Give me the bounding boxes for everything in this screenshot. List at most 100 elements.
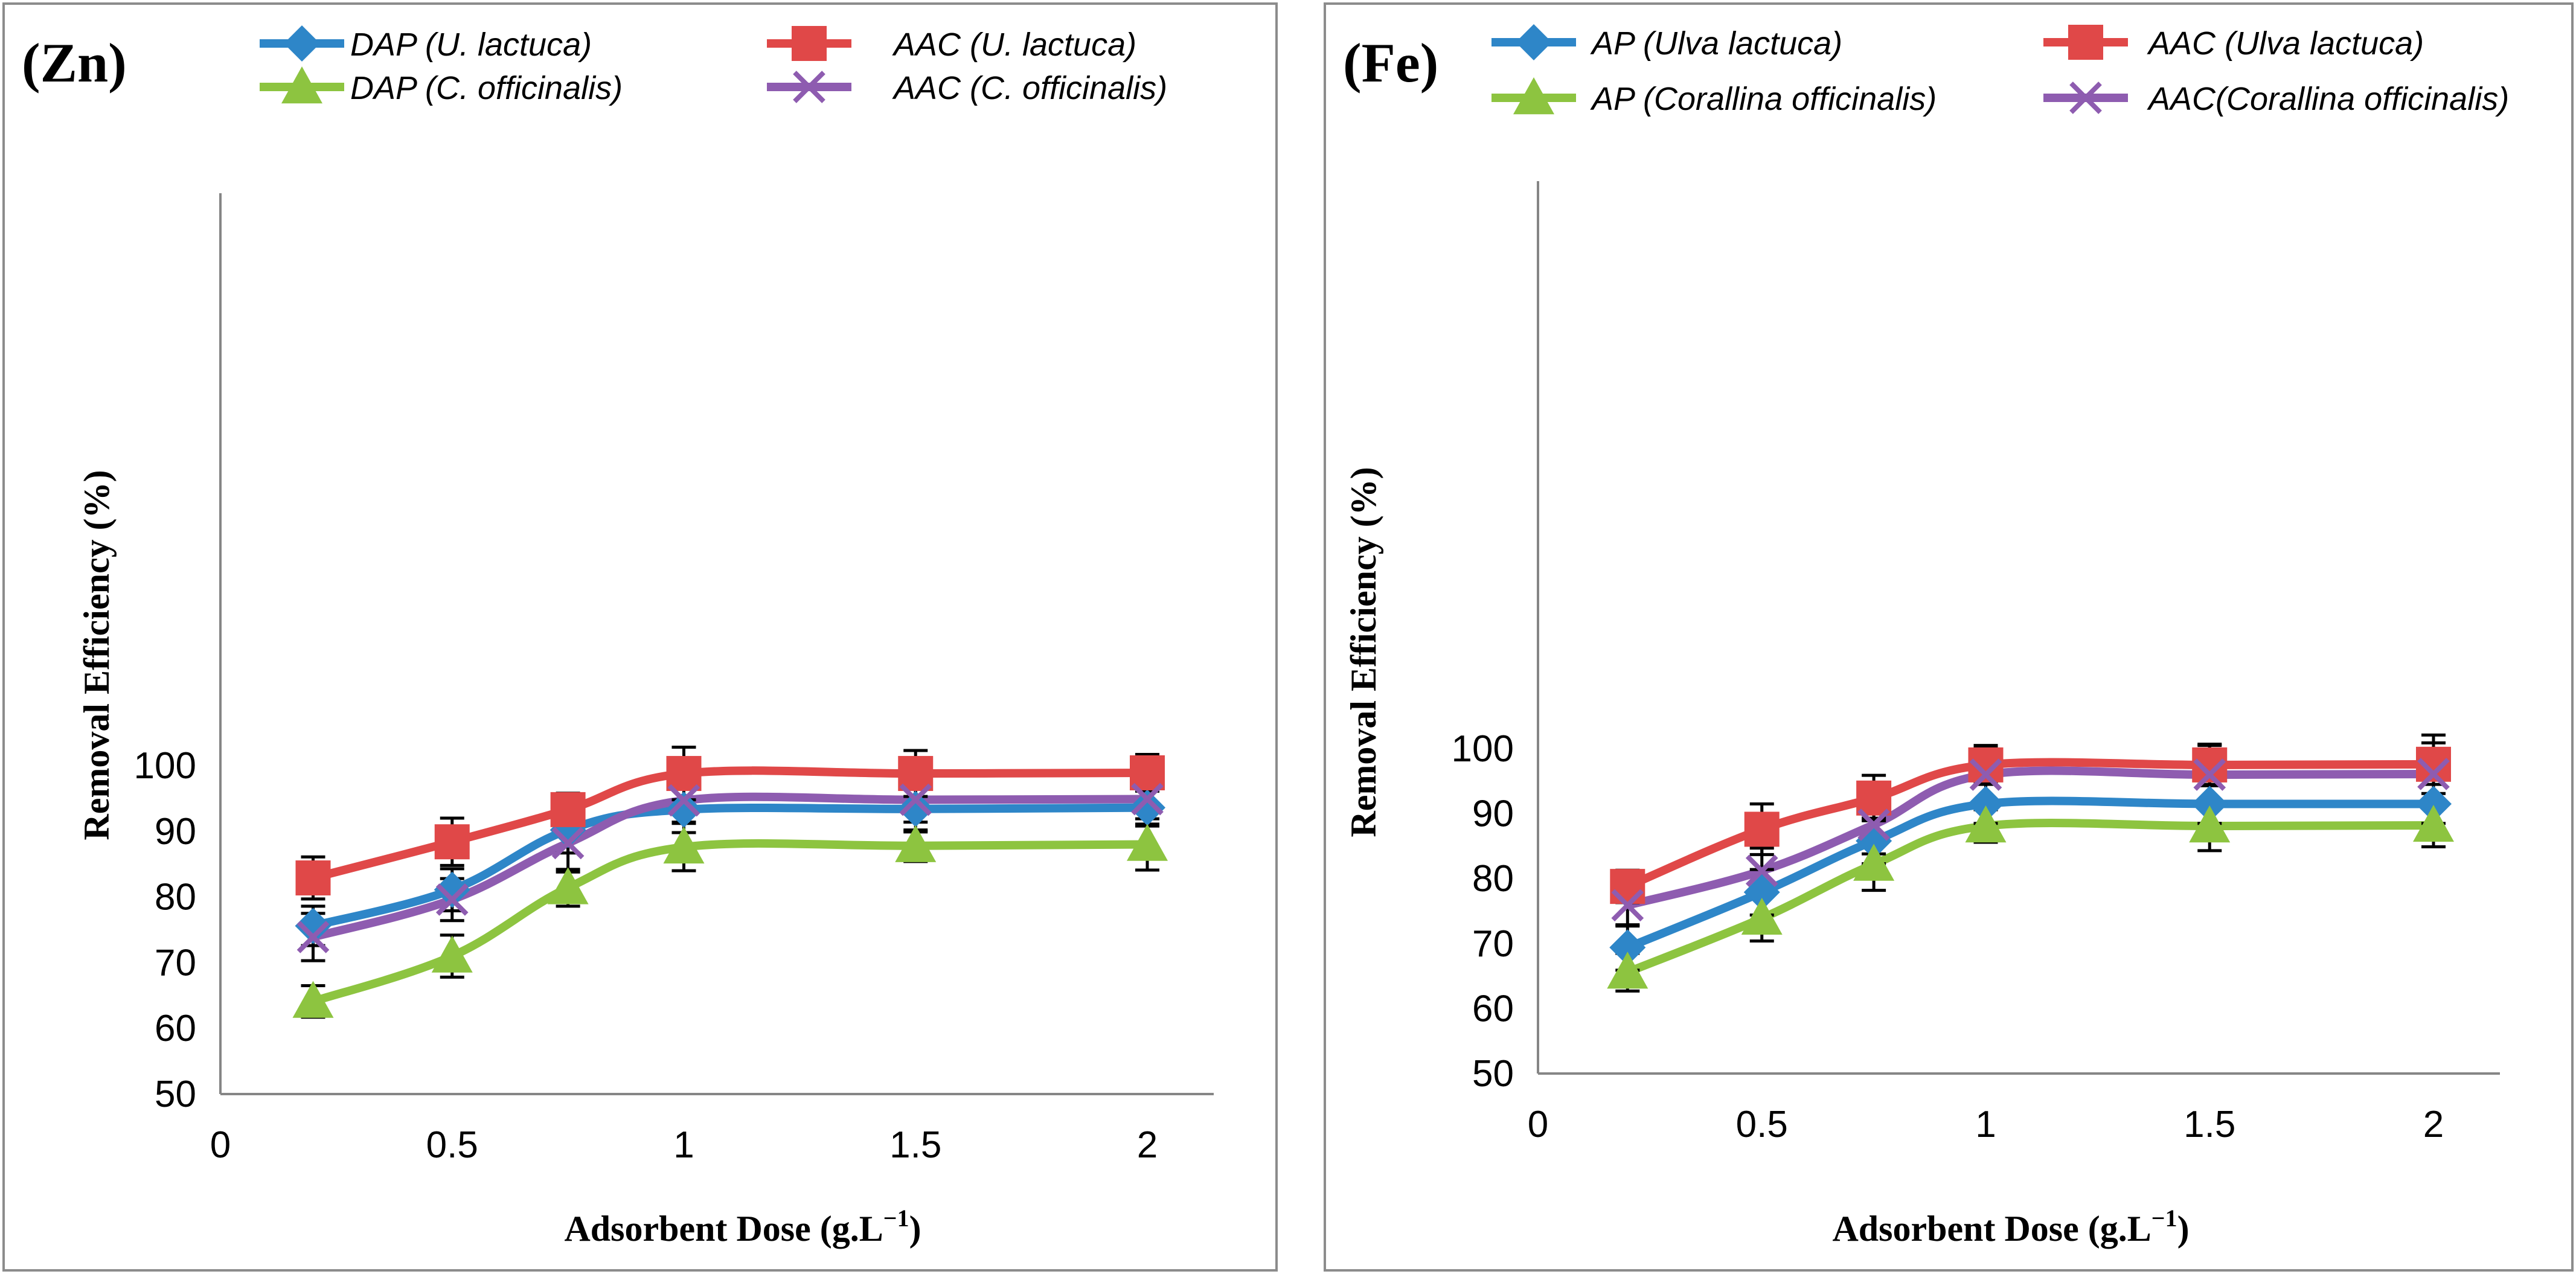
fe-y-tick-label: 70: [1472, 923, 1514, 965]
fe-data-point: [1607, 952, 1648, 989]
zn-markers-1: [295, 755, 1165, 896]
zn-y-tick-label: 70: [155, 942, 196, 984]
fe-data-point: [1967, 786, 2004, 822]
zn-markers-0: [295, 789, 1165, 944]
zn-legend-marker: [792, 26, 827, 61]
fe-legend-marker: [1516, 24, 1552, 60]
fe-y-tick-label: 90: [1472, 793, 1514, 835]
fe-data-point: [2191, 786, 2228, 822]
zn-y-tick-label: 90: [155, 811, 196, 853]
fe-data-point: [1610, 869, 1645, 904]
zn-y-tick-label: 50: [155, 1074, 196, 1115]
zn-data-point: [292, 981, 334, 1018]
fe-data-point: [1744, 811, 1780, 847]
zn-legend: DAP (U. lactuca) AAC (U. lactuca) DAP (C. …: [260, 25, 1167, 106]
zn-y-axis-title: Removal Efficiency (%): [77, 470, 117, 840]
fe-legend-marker: [2068, 25, 2103, 60]
zn-data-point: [1129, 789, 1165, 826]
zn-data-point: [663, 826, 705, 864]
fe-data-point: [1611, 889, 1644, 922]
zn-series-line: [312, 792, 1148, 941]
fe-data-point: [1745, 854, 1778, 888]
zn-x-tick-label: 2: [1137, 1124, 1158, 1166]
zn-y-tick-label: 60: [155, 1008, 196, 1049]
fe-x-axis-title: Adsorbent Dose (g.L−1): [1832, 1205, 2189, 1249]
zn-data-point: [897, 790, 934, 827]
fe-data-point: [1969, 758, 2002, 791]
zn-y-tick-label: 80: [155, 877, 196, 918]
zn-panel-label: (Zn): [22, 32, 127, 94]
fe-markers-0: [1609, 786, 2452, 966]
fe-legend-item: AP (Corallina officinalis): [1491, 77, 1937, 117]
fe-x-tick-label: 2: [2423, 1104, 2444, 1145]
fe-markers-3: [1611, 758, 2450, 922]
zn-x-tick-label: 1.5: [889, 1124, 941, 1166]
zn-panel-frame: [2, 2, 1278, 1272]
zn-data-point: [550, 792, 586, 827]
zn-data-point: [547, 867, 589, 904]
fe-legend-marker: [2069, 82, 2102, 114]
fe-markers-2: [1607, 804, 2454, 989]
zn-data-point: [666, 756, 702, 792]
zn-data-point: [295, 860, 331, 896]
zn-legend-marker: [281, 66, 322, 104]
zn-data-point: [895, 825, 937, 862]
fe-y-axis-title: Removal Efficiency (%): [1344, 467, 1383, 837]
zn-data-point: [295, 907, 332, 944]
fe-series-3: [1626, 766, 2434, 910]
fe-legend-label: AP (Corallina officinalis): [1590, 81, 1937, 117]
zn-markers-2: [292, 824, 1168, 1018]
zn-markers-3: [296, 783, 1164, 953]
fe-legend-marker: [1513, 77, 1554, 115]
fe-data-point: [1965, 805, 2007, 843]
zn-data-point: [431, 935, 473, 973]
fe-data-point: [2189, 805, 2231, 843]
zn-data-point: [434, 824, 470, 860]
fe-legend-item: AAC(Corallina officinalis): [2043, 81, 2509, 117]
fe-legend-item: AP (Ulva lactuca): [1491, 24, 1842, 62]
fe-data-point: [2193, 758, 2226, 791]
fe-legend-label: AAC (Ulva lactuca): [2147, 25, 2424, 62]
zn-x-tick-label: 0: [210, 1124, 231, 1166]
zn-data-point: [551, 827, 585, 860]
zn-y-tick-label: 100: [134, 745, 196, 787]
fe-panel-label: (Fe): [1343, 32, 1438, 94]
fe-chart-panel: 50 60 70 80 90 100 0 0.5 1 1.5 2 (Fe) AP (Ulva lac…: [1324, 2, 2574, 1272]
zn-data-point: [899, 783, 932, 816]
fe-x-tick-label: 0: [1528, 1104, 1548, 1145]
zn-chart-panel: 50 60 70 80 90 100 0 0.5 1 1.5 2 (Zn) DAP (U. lact…: [2, 2, 1278, 1272]
zn-legend-marker: [284, 25, 320, 62]
zn-data-point: [296, 921, 330, 953]
fe-data-point: [1853, 843, 1895, 881]
zn-legend-marker: [793, 71, 825, 103]
zn-legend-label: AAC (C. officinalis): [892, 70, 1167, 106]
fe-legend-label: AP (Ulva lactuca): [1590, 25, 1842, 62]
fe-series-line: [1626, 766, 2434, 910]
zn-x-tick-label: 0.5: [426, 1124, 478, 1166]
zn-data-point: [1127, 824, 1168, 861]
fe-data-point: [1609, 929, 1646, 966]
fe-data-point: [2417, 758, 2450, 790]
zn-data-point: [1131, 783, 1164, 816]
zn-legend-label: DAP (U. lactuca): [350, 27, 592, 63]
zn-data-point: [667, 784, 700, 817]
fe-data-point: [1857, 808, 1890, 841]
zn-legend-item: AAC (C. officinalis): [767, 70, 1167, 106]
fe-x-tick-label: 1: [1975, 1104, 1996, 1145]
fe-x-tick-label: 0.5: [1736, 1104, 1788, 1145]
zn-x-tick-label: 1: [673, 1124, 694, 1166]
zn-legend-item: DAP (U. lactuca): [260, 25, 592, 63]
fe-y-tick-label: 50: [1472, 1053, 1514, 1095]
fe-y-tick-label: 80: [1472, 858, 1514, 900]
fe-legend-label: AAC(Corallina officinalis): [2147, 81, 2509, 117]
zn-x-axis-title: Adsorbent Dose (g.L−1): [564, 1205, 921, 1249]
zn-legend-label: DAP (C. officinalis): [350, 70, 623, 106]
zn-legend-item: DAP (C. officinalis): [260, 66, 623, 106]
fe-data-point: [2413, 804, 2454, 842]
fe-x-tick-label: 1.5: [2184, 1104, 2235, 1145]
fe-data-point: [2415, 786, 2452, 822]
zn-data-point: [665, 791, 702, 828]
zn-legend-label: AAC (U. lactuca): [892, 27, 1136, 63]
fe-data-point: [1741, 897, 1783, 935]
